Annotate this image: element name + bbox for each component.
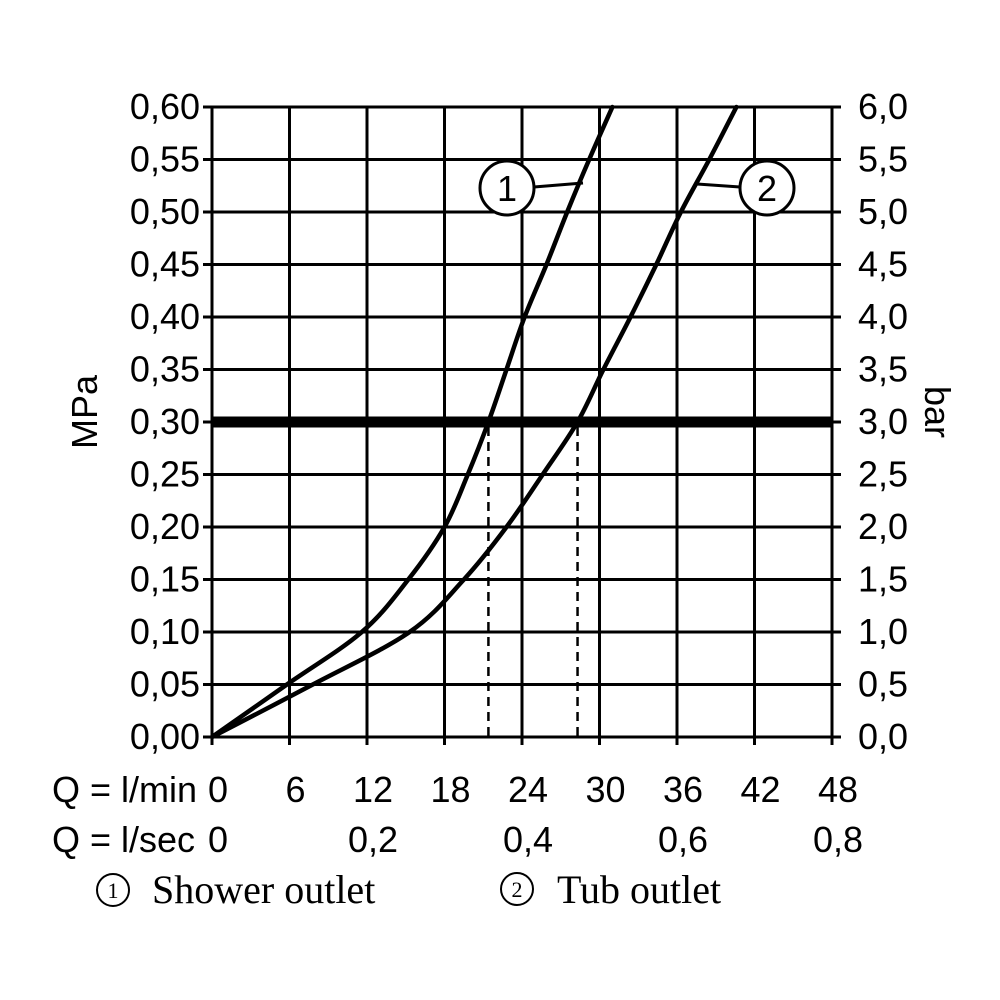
- callout-2-circle: [738, 159, 796, 217]
- y-right-tick-label: 6,0: [858, 86, 908, 127]
- x-secondary-tick-label: 0,8: [813, 819, 863, 860]
- x-tick-label: 36: [663, 769, 703, 810]
- x-axis-title: Q = l/min: [52, 769, 197, 810]
- legend-label-shower: Shower outlet: [152, 867, 375, 912]
- series-line-2: [209, 104, 739, 740]
- y-left-tick-labels: 0,00 0,05 0,10 0,15 0,20 0,25 0,30 0,35 0,40 0,45…: [130, 86, 200, 757]
- y-left-tick-label: 0,55: [130, 139, 200, 180]
- x-secondary-tick-label: 0,4: [503, 819, 553, 860]
- x-secondary-tick-label: 0: [208, 819, 228, 860]
- y-left-tick-label: 0,50: [130, 191, 200, 232]
- callout-1-circle: [478, 159, 536, 217]
- y-right-tick-label: 2,5: [858, 454, 908, 495]
- x-axis-secondary-title: Q = l/sec: [52, 819, 195, 860]
- drop-lines: [487, 427, 579, 737]
- y-right-tick-label: 3,5: [858, 349, 908, 390]
- x-secondary-tick-label: 0,6: [658, 819, 708, 860]
- legend-marker-1-label: 1: [108, 878, 119, 903]
- y-axis-right-title: bar: [917, 386, 958, 438]
- x-secondary-tick-labels: 0 0,2 0,4 0,6 0,8: [208, 819, 863, 860]
- x-tick-label: 0: [208, 769, 228, 810]
- x-secondary-tick-label: 0,2: [348, 819, 398, 860]
- y-right-tick-label: 2,0: [858, 506, 908, 547]
- y-left-tick-label: 0,45: [130, 244, 200, 285]
- y-left-tick-label: 0,60: [130, 86, 200, 127]
- callout-1-label: 1: [497, 168, 517, 209]
- series-line-1: [209, 104, 615, 740]
- callout-2-leader: [696, 182, 741, 189]
- y-left-tick-label: 0,30: [130, 401, 200, 442]
- legend-marker-2-circle: [500, 872, 534, 906]
- y-right-tick-label: 1,5: [858, 559, 908, 600]
- series-lines: [209, 104, 739, 740]
- callout-1: 1: [478, 159, 584, 217]
- x-tick-label: 42: [740, 769, 780, 810]
- y-left-tick-label: 0,40: [130, 296, 200, 337]
- grid: [203, 105, 841, 745]
- legend-item-tub: 2 Tub outlet: [500, 867, 721, 912]
- x-tick-labels: 0 6 12 18 24 30 36 42 48: [208, 769, 858, 810]
- y-right-tick-label: 5,0: [858, 191, 908, 232]
- y-right-tick-label: 4,0: [858, 296, 908, 337]
- legend-item-shower: 1 Shower outlet: [96, 867, 375, 912]
- y-left-tick-label: 0,35: [130, 349, 200, 390]
- x-tick-label: 24: [508, 769, 548, 810]
- y-right-tick-label: 4,5: [858, 244, 908, 285]
- x-tick-label: 12: [353, 769, 393, 810]
- y-right-tick-label: 5,5: [858, 139, 908, 180]
- y-left-tick-label: 0,00: [130, 716, 200, 757]
- x-tick-label: 48: [818, 769, 858, 810]
- y-right-tick-labels: 0,0 0,5 1,0 1,5 2,0 2,5 3,0 3,5 4,0 4,5 5,0 5,5 6,0: [858, 86, 908, 757]
- legend-marker-2-label: 2: [512, 877, 523, 902]
- x-tick-label: 30: [585, 769, 625, 810]
- y-right-tick-label: 1,0: [858, 611, 908, 652]
- y-right-tick-label: 0,5: [858, 664, 908, 705]
- y-right-tick-label: 3,0: [858, 401, 908, 442]
- y-left-tick-label: 0,20: [130, 506, 200, 547]
- x-tick-label: 18: [430, 769, 470, 810]
- callout-2: 2: [696, 159, 796, 217]
- y-left-tick-label: 0,10: [130, 611, 200, 652]
- callout-2-label: 2: [757, 168, 777, 209]
- y-left-tick-label: 0,05: [130, 664, 200, 705]
- legend: 1 Shower outlet 2 Tub outlet: [96, 867, 721, 912]
- y-right-tick-label: 0,0: [858, 716, 908, 757]
- y-left-tick-label: 0,25: [130, 454, 200, 495]
- legend-label-tub: Tub outlet: [557, 867, 721, 912]
- x-tick-label: 6: [285, 769, 305, 810]
- y-left-tick-label: 0,15: [130, 559, 200, 600]
- callout-1-leader: [533, 181, 584, 189]
- legend-marker-1-circle: [96, 873, 130, 907]
- y-axis-left-title: MPa: [64, 374, 105, 449]
